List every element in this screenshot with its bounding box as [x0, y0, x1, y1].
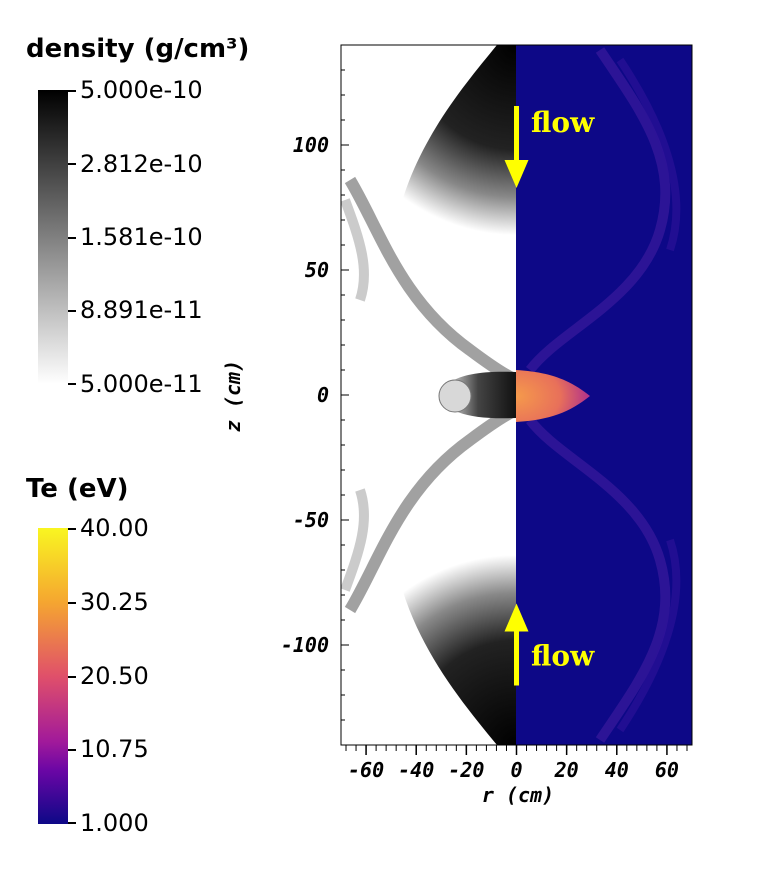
te-tick-label: 30.25 — [80, 588, 149, 616]
y-axis: 100 50 0 -50 -100 — [281, 44, 349, 746]
y-tick-label: 0 — [317, 383, 329, 407]
flow-label: flow — [531, 640, 595, 673]
te-colorbar-title: Te (eV) — [26, 474, 129, 504]
te-tick-mark — [68, 749, 76, 751]
density-tick-label: 2.812e-10 — [80, 150, 203, 178]
density-tick-label: 1.581e-10 — [80, 223, 203, 251]
density-tick-mark — [68, 383, 76, 385]
x-tick-label: 0 — [510, 758, 522, 782]
te-tick-label: 20.50 — [80, 662, 149, 690]
x-axis-label: r (cm) — [482, 783, 554, 807]
y-tick-label: -100 — [281, 633, 329, 657]
density-field — [341, 45, 516, 745]
x-tick-label: 40 — [605, 758, 629, 782]
y-axis-label: z (cm) — [221, 360, 245, 432]
density-tick-mark — [68, 163, 76, 165]
y-tick-label: 100 — [293, 133, 329, 157]
density-tick-mark — [68, 90, 76, 92]
te-tick-label: 40.00 — [80, 514, 149, 542]
x-tick-label: -20 — [448, 758, 484, 782]
te-colorbar — [38, 528, 68, 824]
x-axis: -60 -40 -20 0 20 40 60 — [345, 745, 688, 782]
flow-arrow-head — [504, 603, 529, 632]
density-tick-label: 8.891e-11 — [80, 296, 203, 324]
te-tick-mark — [68, 602, 76, 604]
te-tick-mark — [68, 528, 76, 530]
flow-annotations: flow flow — [504, 106, 595, 686]
density-tick-mark — [68, 310, 76, 312]
flow-label: flow — [531, 106, 595, 139]
density-tick-label: 5.000e-10 — [80, 76, 203, 104]
density-colorbar-title: density (g/cm³) — [26, 34, 250, 64]
te-tick-label: 1.000 — [80, 809, 149, 837]
te-tick-label: 10.75 — [80, 735, 149, 763]
te-field — [516, 45, 692, 745]
density-tick-mark — [68, 237, 76, 239]
x-tick-label: 20 — [554, 758, 579, 782]
y-tick-label: 50 — [305, 258, 329, 282]
x-tick-label: -60 — [348, 758, 384, 782]
density-colorbar — [38, 90, 68, 384]
density-tick-label: 5.000e-11 — [80, 370, 203, 398]
te-tick-mark — [68, 676, 76, 678]
flow-arrow-head — [504, 160, 529, 188]
x-tick-label: 60 — [655, 758, 679, 782]
y-tick-label: -50 — [293, 508, 329, 532]
te-tick-mark — [68, 822, 76, 824]
x-tick-label: -40 — [398, 758, 434, 782]
